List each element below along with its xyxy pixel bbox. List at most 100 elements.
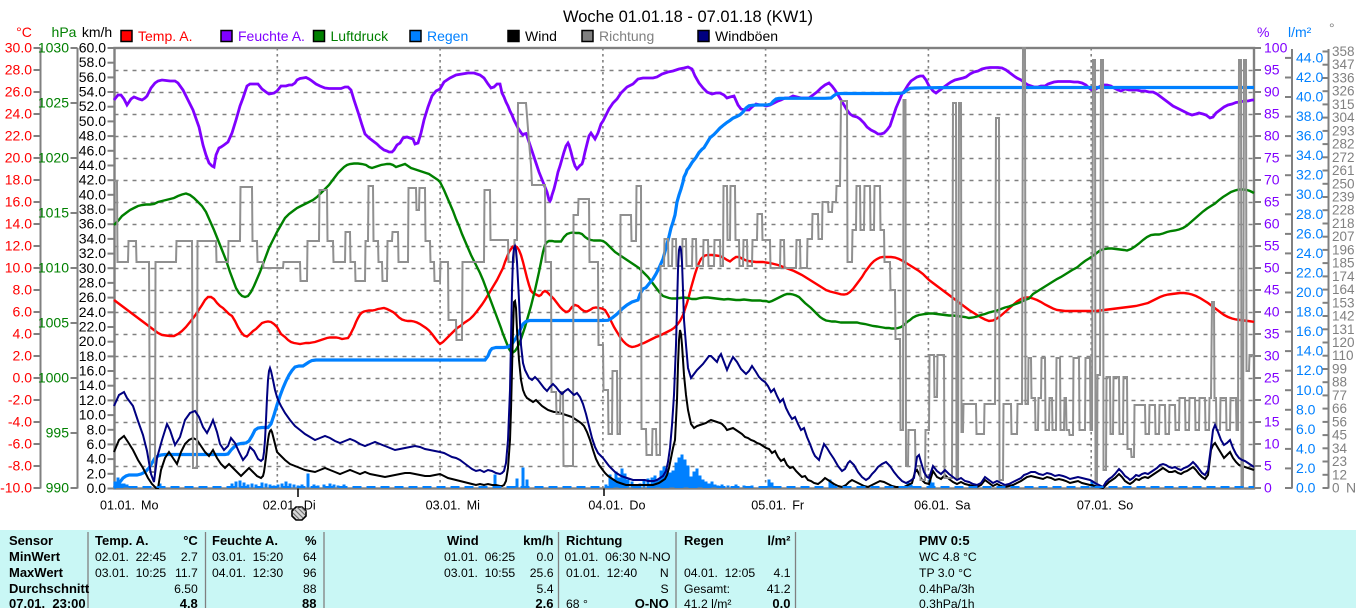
svg-text:03.01. 10:25: 03.01. 10:25 <box>95 566 166 580</box>
svg-text:Do: Do <box>629 499 645 513</box>
svg-text:88: 88 <box>303 582 317 596</box>
svg-text:65: 65 <box>1264 194 1280 210</box>
svg-text:174: 174 <box>1332 269 1355 284</box>
svg-text:75: 75 <box>1264 150 1280 166</box>
svg-text:142: 142 <box>1332 309 1355 324</box>
svg-text:42.0: 42.0 <box>79 172 106 188</box>
svg-text:N-NO: N-NO <box>639 550 670 564</box>
svg-text:36.0: 36.0 <box>1296 128 1323 144</box>
svg-text:44.0: 44.0 <box>79 157 106 173</box>
svg-text:8.0: 8.0 <box>87 421 107 437</box>
svg-text:06.01.: 06.01. <box>914 499 949 513</box>
svg-text:20.0: 20.0 <box>79 333 106 349</box>
svg-text:68 °: 68 ° <box>566 597 588 608</box>
svg-text:196: 196 <box>1332 242 1355 257</box>
svg-text:8.0: 8.0 <box>1296 401 1316 417</box>
svg-text:MinWert: MinWert <box>9 549 61 564</box>
svg-text:14.0: 14.0 <box>1296 343 1323 359</box>
svg-text:41.2 l/m²: 41.2 l/m² <box>684 597 731 608</box>
svg-text:1005: 1005 <box>38 315 69 331</box>
svg-text:26.0: 26.0 <box>79 289 106 305</box>
svg-text:PMV 0:5: PMV 0:5 <box>919 533 970 548</box>
svg-text:36.0: 36.0 <box>79 216 106 232</box>
svg-text:04.01.: 04.01. <box>588 499 623 513</box>
svg-text:16.0: 16.0 <box>5 194 32 210</box>
svg-text:250: 250 <box>1332 176 1355 191</box>
svg-text:38.0: 38.0 <box>1296 108 1323 124</box>
svg-text:6.0: 6.0 <box>1296 421 1316 437</box>
svg-text:Mo: Mo <box>141 499 159 513</box>
svg-text:54.0: 54.0 <box>79 84 106 100</box>
svg-text:22.0: 22.0 <box>5 128 32 144</box>
svg-text:%: % <box>1257 24 1269 40</box>
svg-text:96: 96 <box>303 566 317 580</box>
svg-text:4.8: 4.8 <box>180 596 198 608</box>
svg-text:34.0: 34.0 <box>1296 147 1323 163</box>
svg-text:64: 64 <box>303 550 317 564</box>
svg-text:Wind: Wind <box>447 533 479 548</box>
svg-text:0.4hPa/3h: 0.4hPa/3h <box>919 582 975 596</box>
svg-text:34.0: 34.0 <box>79 230 106 246</box>
svg-text:Windböen: Windböen <box>715 28 778 44</box>
svg-text:1015: 1015 <box>38 205 69 221</box>
svg-text:56: 56 <box>1332 414 1347 429</box>
svg-text:07.01.: 07.01. <box>1077 499 1112 513</box>
svg-text:20.0: 20.0 <box>1296 284 1323 300</box>
svg-text:6.50: 6.50 <box>174 582 198 596</box>
svg-text:60.0: 60.0 <box>79 40 106 56</box>
svg-text:45: 45 <box>1264 282 1280 298</box>
svg-text:10.0: 10.0 <box>1296 382 1323 398</box>
svg-text:25.6: 25.6 <box>530 566 554 580</box>
svg-text:358: 358 <box>1332 44 1355 59</box>
svg-text:32.0: 32.0 <box>79 245 106 261</box>
svg-text:Regen: Regen <box>684 533 724 548</box>
svg-text:1010: 1010 <box>38 260 69 276</box>
svg-text:45: 45 <box>1332 428 1347 443</box>
svg-text:N: N <box>660 566 669 580</box>
svg-text:228: 228 <box>1332 203 1355 218</box>
svg-text:41.2: 41.2 <box>767 582 791 596</box>
svg-text:88: 88 <box>302 596 316 608</box>
svg-text:85: 85 <box>1264 106 1280 122</box>
svg-text:52.0: 52.0 <box>79 98 106 114</box>
svg-text:58.0: 58.0 <box>79 54 106 70</box>
svg-text:0.0: 0.0 <box>537 550 554 564</box>
svg-text:So: So <box>1118 499 1133 513</box>
svg-text:23: 23 <box>1332 454 1347 469</box>
svg-text:07.01. 23:00: 07.01. 23:00 <box>9 596 86 608</box>
svg-text:40: 40 <box>1264 304 1280 320</box>
svg-text:48.0: 48.0 <box>79 128 106 144</box>
svg-text:38.0: 38.0 <box>79 201 106 217</box>
svg-text:Sensor: Sensor <box>9 533 53 548</box>
svg-text:°C: °C <box>183 533 198 548</box>
svg-text:Feuchte A.: Feuchte A. <box>212 533 278 548</box>
svg-text:44.0: 44.0 <box>1296 49 1323 65</box>
svg-text:%: % <box>305 533 317 548</box>
svg-text:20: 20 <box>1264 392 1280 408</box>
svg-text:6.0: 6.0 <box>87 436 107 452</box>
svg-text:35: 35 <box>1264 326 1280 342</box>
svg-text:4.1: 4.1 <box>774 566 791 580</box>
svg-text:12: 12 <box>1332 467 1347 482</box>
svg-text:16.0: 16.0 <box>1296 323 1323 339</box>
svg-text:6.0: 6.0 <box>13 304 33 320</box>
svg-text:22.0: 22.0 <box>1296 264 1323 280</box>
svg-text:03.01. 10:55: 03.01. 10:55 <box>444 566 515 580</box>
svg-text:01.01. 06:30: 01.01. 06:30 <box>565 550 636 564</box>
svg-text:-10.0: -10.0 <box>0 480 32 496</box>
svg-text:°C: °C <box>16 24 32 40</box>
svg-text:1025: 1025 <box>38 95 69 111</box>
svg-text:153: 153 <box>1332 295 1355 310</box>
svg-text:4.0: 4.0 <box>1296 440 1316 456</box>
svg-text:24.0: 24.0 <box>1296 245 1323 261</box>
svg-text:4.0: 4.0 <box>87 451 107 467</box>
svg-text:239: 239 <box>1332 190 1355 205</box>
svg-text:326: 326 <box>1332 84 1355 99</box>
svg-text:100: 100 <box>1264 40 1288 56</box>
svg-text:°: ° <box>1329 20 1335 36</box>
svg-text:km/h: km/h <box>82 24 112 40</box>
svg-text:14.0: 14.0 <box>5 216 32 232</box>
svg-text:1030: 1030 <box>38 40 69 56</box>
svg-text:Luftdruck: Luftdruck <box>331 28 390 44</box>
svg-text:15: 15 <box>1264 414 1280 430</box>
